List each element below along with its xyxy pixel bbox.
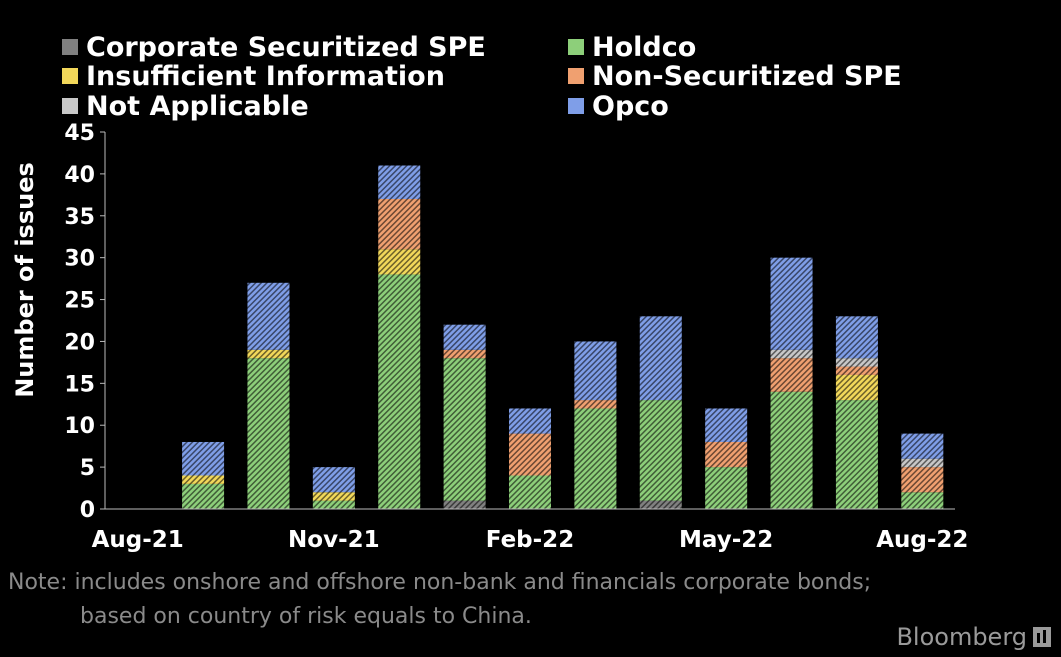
bar-segment (770, 257, 813, 350)
y-tick-label: 15 (64, 372, 95, 397)
x-tick-label: Aug-22 (876, 527, 968, 553)
legend-label: Corporate Securitized SPE (86, 31, 486, 63)
legend-label: Insufficient Information (86, 60, 445, 92)
bar-segment (378, 199, 421, 250)
bar-segment (378, 165, 421, 200)
y-axis-label: Number of issues (11, 162, 39, 398)
legend-label: Not Applicable (86, 90, 309, 122)
bar-segment (770, 349, 813, 359)
note-line-2: based on country of risk equals to China… (80, 604, 532, 629)
bar-segment (835, 400, 878, 509)
bar-segment (835, 358, 878, 367)
legend-item-corporate-securitized-spe: Corporate Securitized SPE (62, 31, 486, 63)
bar-segment (509, 475, 551, 509)
legend-item-holdco: Holdco (568, 31, 697, 63)
bar-segment (443, 324, 486, 350)
bar-segment (705, 441, 748, 468)
y-tick-label: 20 (64, 330, 95, 355)
y-tick-label: 0 (80, 498, 95, 523)
bar-segment (770, 391, 813, 509)
legend-label: Holdco (592, 31, 697, 63)
bar-segment (835, 374, 878, 401)
bar-segment (770, 358, 813, 392)
bar-segment (247, 282, 290, 350)
chart-legend: Corporate Securitized SPE Insufficient I… (0, 0, 1061, 130)
bar-segment (705, 408, 748, 442)
bar-segment (639, 316, 682, 401)
legend-swatch (568, 98, 584, 114)
bar-segment (443, 349, 486, 359)
bar-segment (378, 249, 421, 275)
bars-group (182, 165, 944, 509)
bar-segment (901, 467, 944, 493)
legend-swatch (568, 68, 584, 84)
x-axis: Aug-21 Nov-21 Feb-22 May-22 Aug-22 (92, 508, 968, 553)
bar-segment (182, 483, 225, 509)
y-tick-label: 25 (64, 289, 95, 314)
bar-segment (443, 358, 486, 501)
bar-segment (312, 500, 355, 509)
y-tick-label: 5 (80, 456, 95, 481)
bar-segment (509, 433, 551, 476)
stacked-bar-chart: 0 5 10 15 20 25 30 35 40 45 Aug-21 Nov-21 Feb-22 May… (11, 121, 968, 553)
legend-swatch (568, 39, 584, 55)
bar-segment (312, 467, 355, 493)
y-tick-label: 35 (64, 205, 95, 230)
y-tick-label: 30 (64, 247, 95, 272)
bar-segment (835, 366, 878, 375)
bar-segment (835, 316, 878, 359)
chart-note: Note: includes onshore and offshore non-… (8, 566, 871, 634)
bar-segment (182, 475, 225, 484)
legend-item-opco: Opco (568, 90, 669, 122)
x-tick-label: May-22 (679, 527, 773, 553)
brand-text: Bloomberg (896, 623, 1027, 651)
bloomberg-logo: Bloomberg (896, 623, 1051, 651)
bar-segment (574, 408, 617, 509)
y-axis: 0 5 10 15 20 25 30 35 40 45 (64, 121, 106, 523)
legend-swatch (62, 98, 78, 114)
y-tick-label: 45 (64, 121, 95, 146)
bar-segment (509, 408, 551, 434)
legend-swatch (62, 68, 78, 84)
bar-segment (312, 492, 355, 501)
legend-swatch (62, 39, 78, 55)
legend-label: Opco (592, 90, 669, 122)
bar-segment (574, 400, 617, 409)
bar-segment (247, 358, 290, 509)
bar-segment (443, 500, 486, 509)
legend-item-non-securitized-spe: Non-Securitized SPE (568, 60, 902, 92)
note-line-1: Note: includes onshore and offshore non-… (8, 570, 872, 595)
bar-segment (247, 349, 290, 359)
bar-segment (378, 274, 421, 509)
bar-segment (705, 467, 748, 509)
x-tick-label: Feb-22 (486, 527, 574, 553)
bar-segment (639, 400, 682, 501)
legend-item-not-applicable: Not Applicable (62, 90, 309, 122)
legend-item-insufficient-information: Insufficient Information (62, 60, 445, 92)
bar-segment (901, 433, 944, 459)
bloomberg-terminal-icon (1033, 627, 1051, 647)
y-tick-label: 40 (64, 163, 95, 188)
bar-segment (574, 341, 617, 401)
bar-segment (901, 492, 944, 509)
bar-segment (901, 458, 944, 468)
x-tick-label: Aug-21 (92, 527, 184, 553)
bar-segment (182, 441, 225, 476)
legend-label: Non-Securitized SPE (592, 60, 902, 92)
y-tick-label: 10 (64, 414, 95, 439)
x-tick-label: Nov-21 (288, 527, 380, 553)
bar-segment (639, 500, 682, 509)
